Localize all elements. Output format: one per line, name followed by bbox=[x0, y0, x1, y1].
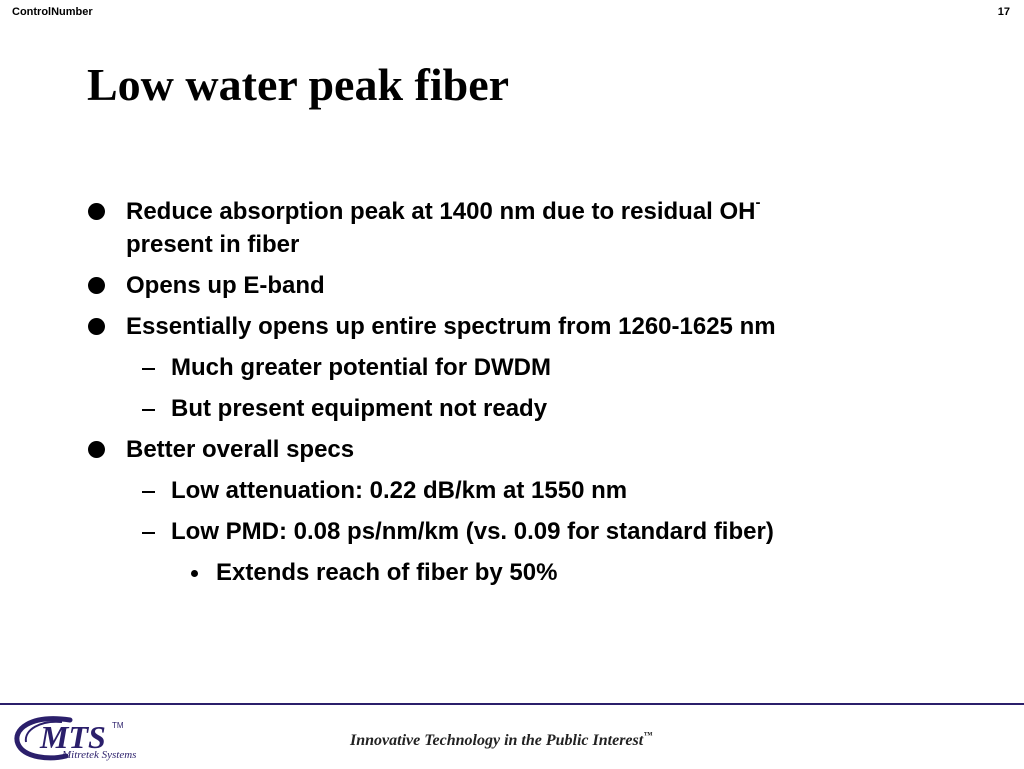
bullet-text: Better overall specs bbox=[126, 436, 355, 463]
tagline-text: Innovative Technology in the Public Inte… bbox=[350, 732, 644, 749]
bullet-item: Reduce absorption peak at 1400 nm due to… bbox=[126, 195, 761, 261]
slide-title: Low water peak fiber bbox=[87, 59, 510, 110]
dash-icon bbox=[142, 532, 155, 534]
bullet-list: Reduce absorption peak at 1400 nm due to… bbox=[88, 195, 776, 589]
sub-bullet-item: But present equipment not ready bbox=[171, 392, 547, 425]
dash-icon bbox=[142, 409, 155, 411]
bullet-dot-icon bbox=[88, 277, 105, 294]
bullet-text: Essentially opens up entire spectrum fro… bbox=[126, 313, 776, 340]
logo-subtitle: Mitretek Systems bbox=[61, 749, 136, 761]
footer-divider bbox=[0, 703, 1024, 705]
bullet-text: Much greater potential for DWDM bbox=[171, 354, 552, 381]
bullet-text: Low PMD: 0.08 ps/nm/km (vs. 0.09 for sta… bbox=[171, 518, 774, 545]
bullet-item: Better overall specs bbox=[126, 433, 354, 466]
superscript: - bbox=[755, 194, 761, 211]
bullet-text: Opens up E-band bbox=[126, 272, 325, 299]
page-number: 17 bbox=[997, 6, 1010, 18]
bullet-dot-icon bbox=[88, 318, 105, 335]
dash-icon bbox=[142, 491, 155, 493]
bullet-dot-icon bbox=[88, 203, 105, 220]
bullet-dot-icon bbox=[88, 441, 105, 458]
footer-tagline: Innovative Technology in the Public Inte… bbox=[350, 730, 652, 750]
bullet-text: Low attenuation: 0.22 dB/km at 1550 nm bbox=[171, 477, 628, 504]
sub-bullet-item: Much greater potential for DWDM bbox=[171, 351, 551, 384]
mts-logo-icon: MTS TM Mitretek Systems bbox=[14, 716, 136, 761]
bullet-item: Opens up E-band bbox=[126, 269, 325, 302]
dash-icon bbox=[142, 368, 155, 370]
control-number-label: ControlNumber bbox=[12, 6, 93, 18]
bullet-text-continuation: present in fiber bbox=[126, 231, 300, 258]
sub-bullet-item: Low attenuation: 0.22 dB/km at 1550 nm bbox=[171, 474, 627, 507]
bullet-text: Extends reach of fiber by 50% bbox=[216, 559, 558, 586]
sub-bullet-item: Low PMD: 0.08 ps/nm/km (vs. 0.09 for sta… bbox=[171, 515, 774, 548]
small-bullet-icon bbox=[191, 570, 198, 577]
bullet-text: But present equipment not ready bbox=[171, 395, 548, 422]
bullet-item: Essentially opens up entire spectrum fro… bbox=[126, 310, 776, 343]
sub-sub-bullet-item: Extends reach of fiber by 50% bbox=[216, 556, 557, 589]
bullet-text: Reduce absorption peak at 1400 nm due to… bbox=[126, 198, 756, 225]
mts-logo: MTS TM Mitretek Systems bbox=[10, 712, 170, 764]
tagline-trademark: ™ bbox=[643, 730, 653, 740]
logo-trademark: TM bbox=[112, 721, 124, 730]
logo-text: MTS bbox=[39, 719, 106, 755]
